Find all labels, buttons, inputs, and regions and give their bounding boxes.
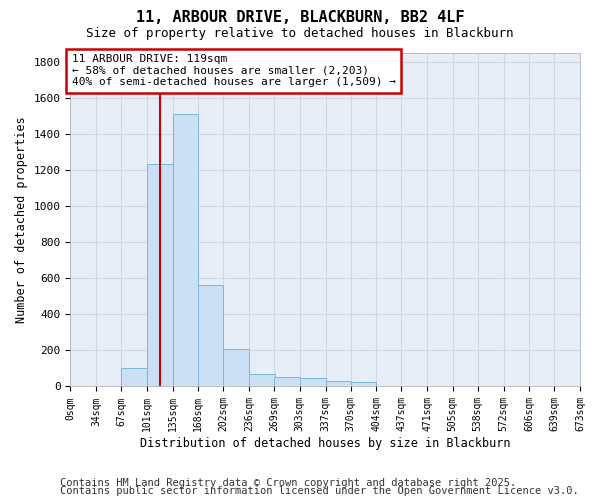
- Bar: [121, 368, 147, 386]
- Text: Contains HM Land Registry data © Crown copyright and database right 2025.: Contains HM Land Registry data © Crown c…: [60, 478, 516, 488]
- Text: 11 ARBOUR DRIVE: 119sqm
← 58% of detached houses are smaller (2,203)
40% of semi: 11 ARBOUR DRIVE: 119sqm ← 58% of detache…: [72, 54, 396, 88]
- Bar: [300, 378, 326, 386]
- Bar: [326, 381, 351, 386]
- Bar: [147, 164, 173, 386]
- Text: Contains public sector information licensed under the Open Government Licence v3: Contains public sector information licen…: [60, 486, 579, 496]
- Y-axis label: Number of detached properties: Number of detached properties: [15, 116, 28, 323]
- Bar: [274, 378, 300, 386]
- Bar: [350, 382, 376, 386]
- Bar: [223, 348, 249, 387]
- X-axis label: Distribution of detached houses by size in Blackburn: Distribution of detached houses by size …: [140, 437, 511, 450]
- Text: 11, ARBOUR DRIVE, BLACKBURN, BB2 4LF: 11, ARBOUR DRIVE, BLACKBURN, BB2 4LF: [136, 10, 464, 25]
- Bar: [249, 374, 275, 386]
- Bar: [197, 286, 223, 386]
- Text: Size of property relative to detached houses in Blackburn: Size of property relative to detached ho…: [86, 28, 514, 40]
- Bar: [173, 114, 198, 386]
